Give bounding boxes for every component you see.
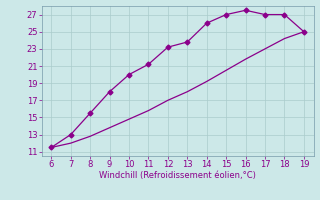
X-axis label: Windchill (Refroidissement éolien,°C): Windchill (Refroidissement éolien,°C) (99, 171, 256, 180)
